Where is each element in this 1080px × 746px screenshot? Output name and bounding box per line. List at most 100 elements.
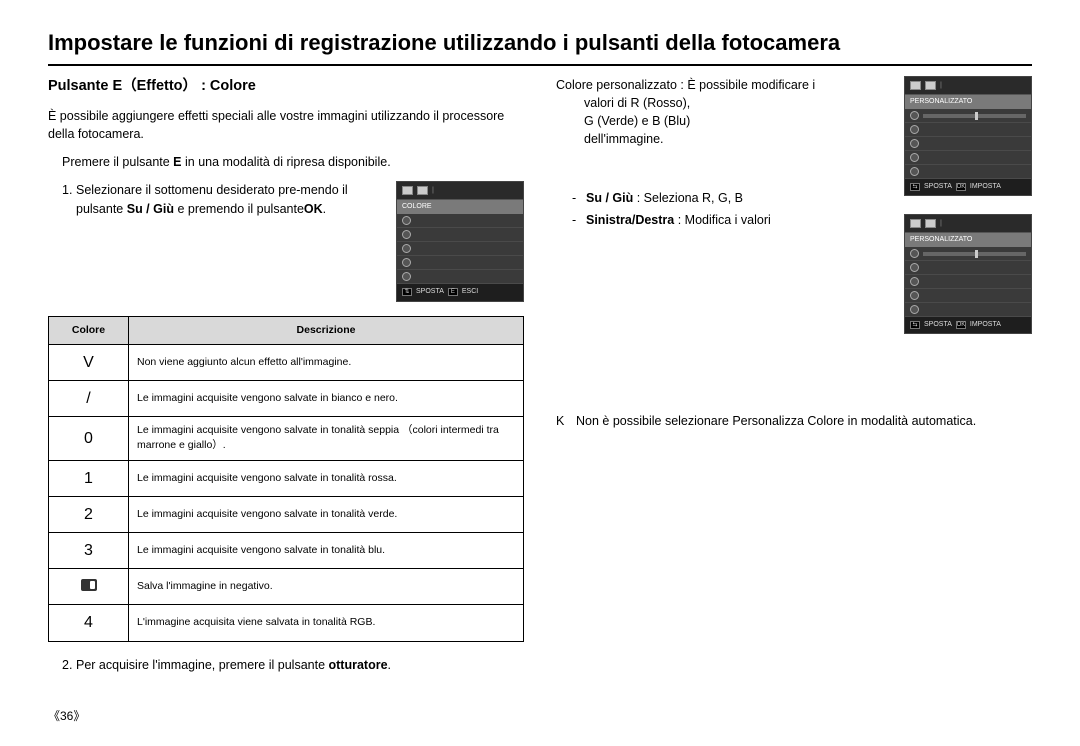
camera-icon bbox=[910, 219, 921, 228]
leftright-icon: ⇆ bbox=[910, 183, 920, 191]
title-rule bbox=[48, 64, 1032, 66]
step1-c: . bbox=[323, 202, 326, 216]
cam-row bbox=[905, 151, 1031, 165]
step1-num: 1. bbox=[62, 181, 76, 199]
bullet2: Sinistra/Destra : Modifica i valori bbox=[586, 211, 771, 229]
key-box: OK bbox=[956, 321, 966, 329]
mode-icon bbox=[417, 186, 428, 195]
dot-icon bbox=[402, 244, 411, 253]
dash-icon: - bbox=[572, 189, 580, 207]
table-row: 2Le immagini acquisite vengono salvate i… bbox=[49, 496, 524, 532]
dot-icon bbox=[402, 258, 411, 267]
intro-text: È possibile aggiungere effetti speciali … bbox=[48, 107, 524, 143]
cam-move: SPOSTA bbox=[924, 182, 952, 192]
dot-icon bbox=[402, 272, 411, 281]
section-title: Pulsante E（Effetto） : Colore bbox=[48, 76, 524, 97]
color-symbol: 0 bbox=[49, 417, 129, 460]
color-description: Le immagini acquisite vengono salvate in… bbox=[129, 460, 524, 496]
step2-b: . bbox=[388, 658, 391, 672]
color-description: Non viene aggiunto alcun effetto all'imm… bbox=[129, 344, 524, 380]
cam-move: SPOSTA bbox=[416, 287, 444, 297]
key-box: E bbox=[448, 288, 458, 296]
custom-color-text: Colore personalizzato : È possibile modi… bbox=[556, 76, 886, 233]
press-e-line: Premere il pulsante E in una modalità di… bbox=[62, 153, 524, 171]
dot-icon bbox=[910, 305, 919, 314]
bullet1-bold: Su / Giù bbox=[586, 191, 633, 205]
dot-icon bbox=[910, 277, 919, 286]
step1-bold1: Su / Giù bbox=[127, 202, 174, 216]
right-top: Colore personalizzato : È possibile modi… bbox=[556, 76, 1032, 334]
step1-bold2: OK bbox=[304, 202, 323, 216]
color-table: Colore Descrizione VNon viene aggiunto a… bbox=[48, 316, 524, 642]
step1-b: e premendo il pulsante bbox=[174, 202, 304, 216]
cam-row bbox=[905, 109, 1031, 123]
cam-row bbox=[905, 275, 1031, 289]
press-e-a: Premere il pulsante bbox=[62, 155, 173, 169]
step1-body: Selezionare il sottomenu desiderato pre-… bbox=[76, 181, 380, 217]
cam-exit: ESCI bbox=[462, 287, 478, 297]
bullet1: Su / Giù : Seleziona R, G, B bbox=[586, 189, 743, 207]
bullet-row: - Su / Giù : Seleziona R, G, B bbox=[572, 189, 886, 207]
cam-row bbox=[397, 256, 523, 270]
cam-row bbox=[905, 137, 1031, 151]
cam-row bbox=[397, 214, 523, 228]
cam-label: PERSONALIZZATO bbox=[905, 95, 1031, 109]
color-description: Le immagini acquisite vengono salvate in… bbox=[129, 496, 524, 532]
custom-line-c: G (Verde) e B (Blu) bbox=[584, 112, 886, 130]
color-description: Le immagini acquisite vengono salvate in… bbox=[129, 417, 524, 460]
dot-icon bbox=[910, 249, 919, 258]
step1-row: 1. Selezionare il sottomenu desiderato p… bbox=[62, 181, 524, 301]
color-description: Le immagini acquisite vengono salvate in… bbox=[129, 532, 524, 568]
step1-text: 1. Selezionare il sottomenu desiderato p… bbox=[62, 181, 380, 221]
cam-row bbox=[905, 289, 1031, 303]
cam-label: COLORE bbox=[397, 200, 523, 214]
right-column: Colore personalizzato : È possibile modi… bbox=[556, 76, 1032, 678]
slider bbox=[923, 114, 1026, 118]
right-cams: | PERSONALIZZATO ⇆ SPOSTA OK IMPOSTA bbox=[904, 76, 1032, 334]
step2-bold: otturatore bbox=[329, 658, 388, 672]
table-row: 3Le immagini acquisite vengono salvate i… bbox=[49, 532, 524, 568]
cam-bottom: ⇆ SPOSTA OK IMPOSTA bbox=[905, 317, 1031, 333]
cam-top: | bbox=[905, 215, 1031, 233]
cam-sep: | bbox=[940, 80, 942, 91]
camera-icon bbox=[402, 186, 413, 195]
dash-icon: - bbox=[572, 211, 580, 229]
cam-row bbox=[397, 270, 523, 284]
bullet1-rest: : Seleziona R, G, B bbox=[633, 191, 743, 205]
table-header-row: Colore Descrizione bbox=[49, 316, 524, 344]
leftright-icon: ⇆ bbox=[910, 321, 920, 329]
bullet2-bold: Sinistra/Destra bbox=[586, 213, 674, 227]
mode-icon bbox=[925, 81, 936, 90]
dot-icon bbox=[910, 125, 919, 134]
dot-icon bbox=[910, 291, 919, 300]
camera-screen-right-2: | PERSONALIZZATO ⇆ SPOSTA OK IMPOSTA bbox=[904, 214, 1032, 334]
camera-icon bbox=[910, 81, 921, 90]
table-body: VNon viene aggiunto alcun effetto all'im… bbox=[49, 344, 524, 641]
slider bbox=[923, 252, 1026, 256]
cam-set: IMPOSTA bbox=[970, 182, 1001, 192]
bullet-row: - Sinistra/Destra : Modifica i valori bbox=[572, 211, 886, 229]
columns: Pulsante E（Effetto） : Colore È possibile… bbox=[0, 76, 1080, 678]
updown-icon: ⇅ bbox=[402, 288, 412, 296]
camera-screen-left: | COLORE ⇅ SPOSTA E ESCI bbox=[396, 181, 524, 301]
step2-num: 2. bbox=[62, 656, 76, 674]
cam-top: | bbox=[397, 182, 523, 200]
th-desc: Descrizione bbox=[129, 316, 524, 344]
dot-icon bbox=[910, 111, 919, 120]
color-symbol: 2 bbox=[49, 496, 129, 532]
custom-line-d: dell'immagine. bbox=[584, 130, 886, 148]
th-colore: Colore bbox=[49, 316, 129, 344]
color-symbol bbox=[49, 569, 129, 605]
color-symbol: V bbox=[49, 344, 129, 380]
cam-label: PERSONALIZZATO bbox=[905, 233, 1031, 247]
custom-line-b: valori di R (Rosso), bbox=[584, 94, 886, 112]
mode-icon bbox=[925, 219, 936, 228]
cam-row bbox=[905, 247, 1031, 261]
color-symbol: 1 bbox=[49, 460, 129, 496]
color-symbol: 4 bbox=[49, 605, 129, 641]
cam-row bbox=[905, 123, 1031, 137]
camera-screen-right-1: | PERSONALIZZATO ⇆ SPOSTA OK IMPOSTA bbox=[904, 76, 1032, 196]
negative-icon bbox=[81, 579, 97, 591]
key-box: OK bbox=[956, 183, 966, 191]
custom-line-a: Colore personalizzato : È possibile modi… bbox=[556, 76, 886, 94]
